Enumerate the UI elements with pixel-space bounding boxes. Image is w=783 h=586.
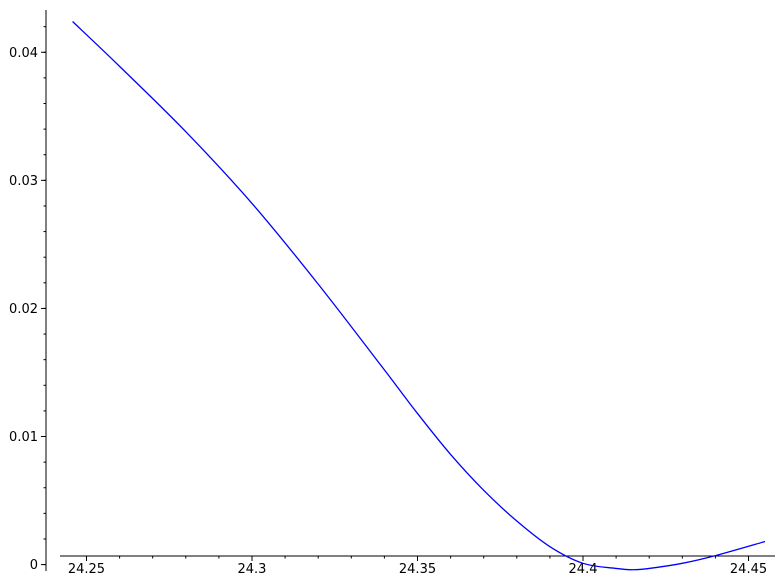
y-axis-ticks: 0 0.01 0.02 0.03 0.04: [9, 46, 46, 573]
x-tick-label-3: 24.4: [569, 562, 598, 577]
x-tick-label-4: 24.45: [730, 562, 767, 577]
y-tick-label-0: 0: [30, 558, 38, 573]
x-tick-label-2: 24.35: [399, 562, 436, 577]
minor-ticks: [43, 26, 750, 566]
y-tick-label-4: 0.04: [9, 46, 38, 61]
y-tick-label-1: 0.01: [9, 430, 38, 445]
x-tick-label-1: 24.3: [238, 562, 267, 577]
series-layer: [72, 21, 766, 571]
y-tick-label-2: 0.02: [9, 302, 38, 317]
y-tick-label-3: 0.03: [9, 174, 38, 189]
x-axis-ticks: 24.25 24.3 24.35 24.4 24.45: [68, 556, 767, 577]
series-line-0: [72, 21, 766, 571]
x-tick-label-0: 24.25: [68, 562, 105, 577]
